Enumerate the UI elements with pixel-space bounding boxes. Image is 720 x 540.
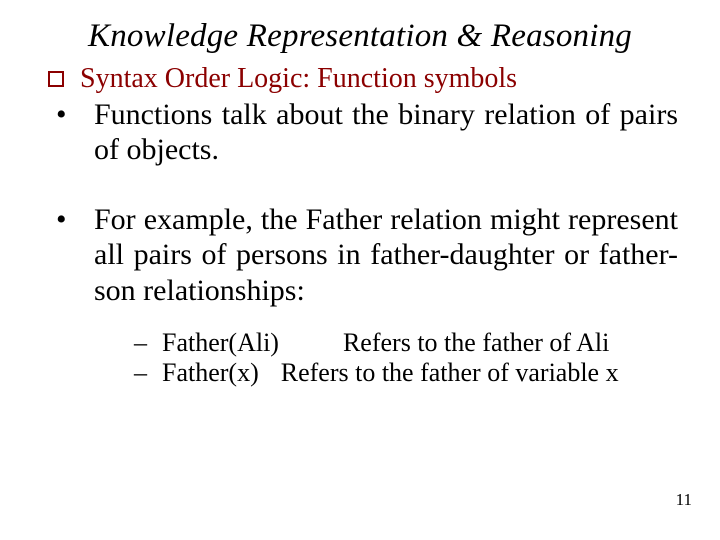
sub-2b: Refers to the father of variable x (281, 358, 619, 387)
square-bullet-icon (48, 71, 64, 87)
bullet-1: Functions talk about the binary relation… (50, 97, 678, 168)
sub-1b: Refers to the father of Ali (343, 328, 609, 357)
subtitle-row: Syntax Order Logic: Function symbols (48, 63, 684, 95)
sub-1: Father(Ali) Refers to the father of Ali (134, 328, 678, 358)
page-number: 11 (676, 490, 692, 510)
slide-title: Knowledge Representation & Reasoning (36, 18, 684, 55)
body-list: Functions talk about the binary relation… (36, 97, 684, 388)
sub-1a: Father(Ali) (162, 328, 279, 357)
bullet-2: For example, the Father relation might r… (50, 202, 678, 388)
sub-2: Father(x) Refers to the father of variabl… (134, 358, 678, 388)
slide: Knowledge Representation & Reasoning Syn… (0, 0, 720, 540)
bullet-2-text: For example, the Father relation might r… (94, 203, 678, 307)
sub-list: Father(Ali) Refers to the father of Ali F… (94, 328, 678, 388)
sub-2a: Father(x) (162, 358, 259, 387)
subtitle-text: Syntax Order Logic: Function symbols (80, 63, 517, 95)
